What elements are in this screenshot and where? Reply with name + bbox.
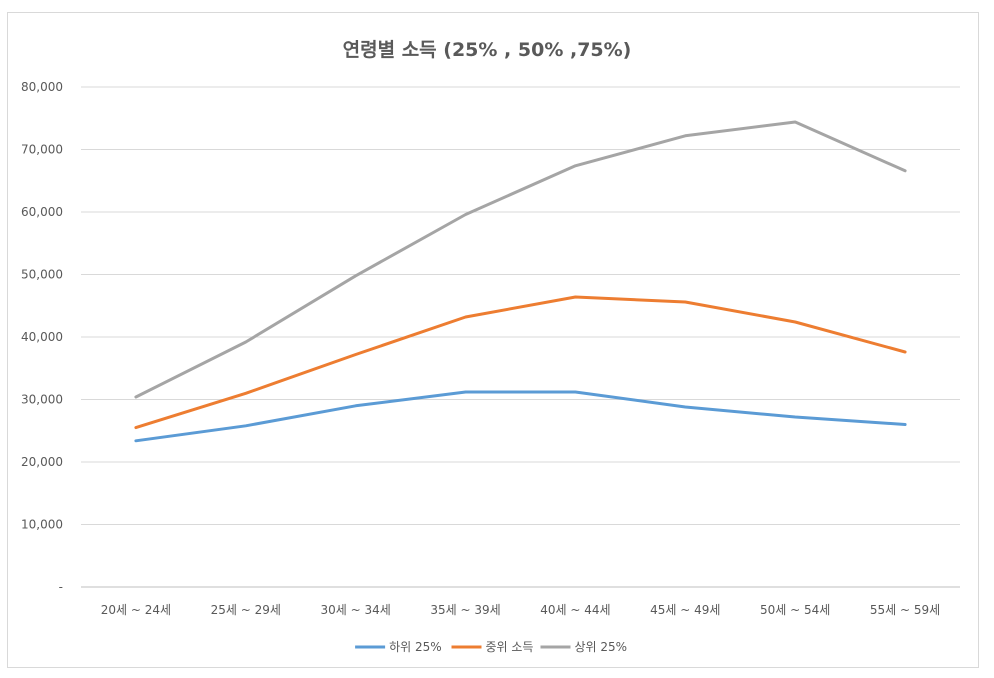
gridlines	[81, 86, 960, 588]
chart-title: 연령별 소득 (25% , 50% ,75%)	[343, 39, 632, 61]
series-line-2	[134, 295, 907, 430]
legend-label: 중위 소득	[486, 640, 534, 654]
line-chart: 연령별 소득 (25% , 50% ,75%) - 10,000 20,000 30,…	[21, 39, 960, 654]
legend[interactable]: 하위 25% 중위 소득 상위 25%	[355, 640, 627, 654]
y-tick-label: 80,000	[21, 80, 63, 94]
series-line-1	[134, 390, 907, 443]
x-tick-label: 25세 ~ 29세	[211, 603, 281, 617]
y-tick-label: 20,000	[21, 455, 63, 469]
y-axis-ticks: - 10,000 20,000 30,000 40,000 50,000 60,000 70,…	[21, 80, 63, 594]
y-tick-label: 70,000	[21, 143, 63, 157]
chart-area: 연령별 소득 (25% , 50% ,75%) - 10,000 20,000 30,…	[7, 12, 979, 668]
legend-label: 상위 25%	[575, 640, 628, 654]
series-lines	[134, 120, 907, 443]
y-tick-label: 50,000	[21, 268, 63, 282]
series-line-3	[134, 120, 907, 399]
y-tick-label: -	[59, 580, 63, 594]
x-tick-label: 45세 ~ 49세	[650, 603, 720, 617]
legend-item[interactable]: 하위 25%	[355, 640, 442, 654]
legend-item[interactable]: 중위 소득	[451, 640, 534, 654]
y-tick-label: 60,000	[21, 205, 63, 219]
x-tick-label: 40세 ~ 44세	[540, 603, 610, 617]
y-tick-label: 40,000	[21, 330, 63, 344]
x-tick-label: 35세 ~ 39세	[430, 603, 500, 617]
y-tick-label: 30,000	[21, 393, 63, 407]
legend-item[interactable]: 상위 25%	[540, 640, 628, 654]
legend-label: 하위 25%	[389, 640, 442, 654]
y-tick-label: 10,000	[21, 518, 63, 532]
x-tick-label: 50세 ~ 54세	[760, 603, 830, 617]
x-axis-ticks: 20세 ~ 24세 25세 ~ 29세 30세 ~ 34세 35세 ~ 39세 40세 …	[101, 603, 940, 617]
x-tick-label: 30세 ~ 34세	[321, 603, 391, 617]
x-tick-label: 55세 ~ 59세	[870, 603, 940, 617]
x-tick-label: 20세 ~ 24세	[101, 603, 171, 617]
